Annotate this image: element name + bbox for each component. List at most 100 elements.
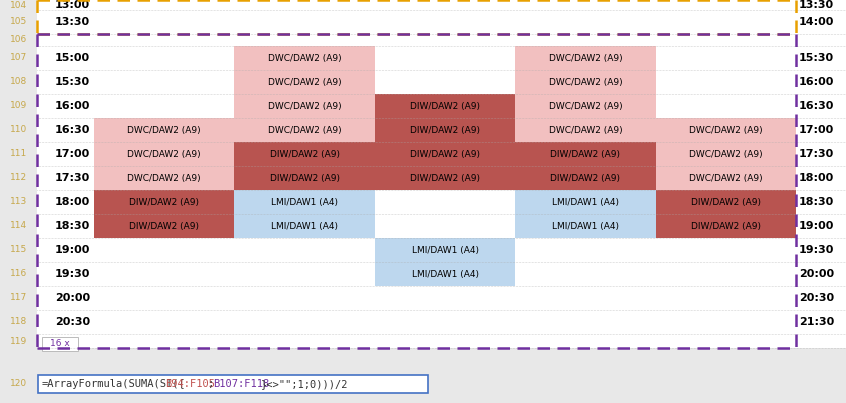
Text: DWC/DAW2 (A9): DWC/DAW2 (A9) (548, 54, 622, 62)
Bar (515, 166, 656, 190)
Text: 15:00: 15:00 (55, 53, 90, 63)
Bar (37, 166, 94, 190)
Bar (375, 142, 515, 166)
Text: 119: 119 (10, 337, 27, 345)
Text: DIW/DAW2 (A9): DIW/DAW2 (A9) (551, 174, 620, 183)
Bar (515, 10, 656, 34)
Bar (0, 70, 37, 94)
Bar (656, 334, 796, 348)
Bar (0, 238, 37, 262)
Text: 107: 107 (10, 54, 27, 62)
Text: 105: 105 (10, 17, 27, 27)
Text: 114: 114 (10, 222, 27, 231)
Bar (234, 190, 375, 214)
Bar (234, 190, 375, 214)
Bar (375, 238, 515, 262)
Text: 106: 106 (10, 35, 27, 44)
Bar (375, 166, 515, 190)
Bar (515, 166, 656, 190)
Bar (94, 94, 234, 118)
Bar (515, 190, 656, 214)
Text: =ArrayFormula(SUMA(SI({: =ArrayFormula(SUMA(SI({ (42, 379, 186, 389)
Bar (375, 118, 515, 142)
Bar (375, 286, 515, 310)
Bar (515, 142, 656, 166)
Bar (0, 142, 37, 166)
Bar (796, 46, 846, 70)
Bar (234, 262, 375, 286)
Text: 112: 112 (10, 174, 27, 183)
Bar (656, 142, 796, 166)
Text: 120: 120 (10, 380, 27, 388)
Bar (656, 190, 796, 214)
Text: DIW/DAW2 (A9): DIW/DAW2 (A9) (129, 197, 199, 206)
Bar (656, 214, 796, 238)
Bar (37, 10, 94, 34)
Bar (94, 310, 234, 334)
Bar (375, 46, 515, 70)
Bar (94, 286, 234, 310)
Bar (656, 118, 796, 142)
Text: LMI/DAW1 (A4): LMI/DAW1 (A4) (552, 222, 619, 231)
Bar (94, 34, 234, 46)
Bar (37, 310, 94, 334)
Text: DWC/DAW2 (A9): DWC/DAW2 (A9) (128, 150, 201, 158)
Bar (796, 10, 846, 34)
Bar (796, 118, 846, 142)
Bar (375, 214, 515, 238)
Text: 18:30: 18:30 (799, 197, 834, 207)
Bar (375, 166, 515, 190)
Bar (515, 310, 656, 334)
Bar (515, 34, 656, 46)
Bar (234, 214, 375, 238)
Bar (515, 94, 656, 118)
Text: 108: 108 (10, 77, 27, 87)
Text: 113: 113 (10, 197, 27, 206)
Text: 20:30: 20:30 (799, 293, 834, 303)
Text: 13:00: 13:00 (55, 0, 90, 10)
Bar (94, 190, 234, 214)
Bar (656, 238, 796, 262)
Bar (0, 10, 37, 34)
Text: DIW/DAW2 (A9): DIW/DAW2 (A9) (551, 150, 620, 158)
Text: 15:30: 15:30 (55, 77, 90, 87)
Text: DIW/DAW2 (A9): DIW/DAW2 (A9) (691, 222, 761, 231)
Text: 20:30: 20:30 (55, 317, 90, 327)
Text: DWC/DAW2 (A9): DWC/DAW2 (A9) (128, 125, 201, 135)
Bar (234, 214, 375, 238)
Bar (515, 70, 656, 94)
Bar (515, 190, 656, 214)
Bar (515, 94, 656, 118)
Text: 18:00: 18:00 (55, 197, 90, 207)
Bar (37, 70, 94, 94)
Bar (37, 46, 94, 70)
Bar (234, 94, 375, 118)
Bar (0, 94, 37, 118)
Text: 111: 111 (10, 150, 27, 158)
Bar (94, 10, 234, 34)
Bar (94, 334, 234, 348)
Text: DIW/DAW2 (A9): DIW/DAW2 (A9) (410, 150, 480, 158)
Bar (234, 70, 375, 94)
Bar (796, 238, 846, 262)
Bar (375, 142, 515, 166)
Text: DIW/DAW2 (A9): DIW/DAW2 (A9) (410, 174, 480, 183)
Text: 116: 116 (10, 270, 27, 278)
Text: }<>"";1;0)))/2: }<>"";1;0)))/2 (261, 379, 349, 389)
Text: DWC/DAW2 (A9): DWC/DAW2 (A9) (548, 102, 622, 110)
Bar (515, 262, 656, 286)
Text: 19:30: 19:30 (55, 269, 90, 279)
Bar (37, 286, 94, 310)
Bar (375, 238, 515, 262)
Text: DIW/DAW2 (A9): DIW/DAW2 (A9) (270, 174, 339, 183)
Text: 117: 117 (10, 293, 27, 303)
Text: DWC/DAW2 (A9): DWC/DAW2 (A9) (268, 54, 342, 62)
Bar (234, 46, 375, 70)
Bar (656, 34, 796, 46)
Text: 21:30: 21:30 (799, 317, 834, 327)
Bar (656, 310, 796, 334)
Bar (796, 94, 846, 118)
Text: DIW/DAW2 (A9): DIW/DAW2 (A9) (691, 197, 761, 206)
Text: DIW/DAW2 (A9): DIW/DAW2 (A9) (270, 150, 339, 158)
Text: LMI/DAW1 (A4): LMI/DAW1 (A4) (411, 245, 479, 255)
